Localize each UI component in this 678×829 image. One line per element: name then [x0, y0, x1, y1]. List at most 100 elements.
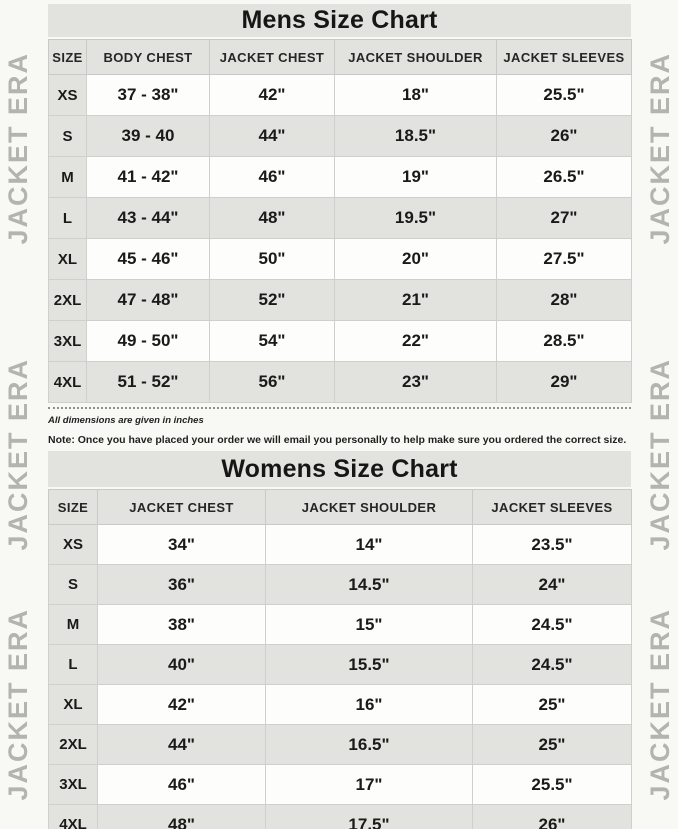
- measurement-cell: 48": [209, 197, 335, 239]
- measurement-cell: 40": [97, 644, 266, 685]
- measurement-cell: 26.5": [496, 156, 632, 198]
- measurement-cell: 43 - 44": [86, 197, 210, 239]
- table-row: 4XL 51 - 52" 56" 23" 29": [48, 361, 632, 403]
- column-header-jacket-shoulder: JACKET SHOULDER: [265, 489, 473, 525]
- measurement-cell: 25": [472, 724, 632, 765]
- table-row: 2XL 47 - 48" 52" 21" 28": [48, 279, 632, 321]
- measurement-cell: 34": [97, 524, 266, 565]
- column-header-jacket-sleeves: JACKET SLEEVES: [472, 489, 632, 525]
- mens-footnote-order: Note: Once you have placed your order we…: [48, 434, 627, 446]
- size-label-cell: XS: [48, 74, 87, 116]
- watermark-jacket-era: JACKET ERA: [645, 52, 675, 245]
- measurement-cell: 24": [472, 564, 632, 605]
- measurement-cell: 51 - 52": [86, 361, 210, 403]
- column-header-jacket-shoulder: JACKET SHOULDER: [334, 39, 497, 75]
- measurement-cell: 15.5": [265, 644, 473, 685]
- measurement-cell: 24.5": [472, 604, 632, 645]
- size-label-cell: L: [48, 644, 98, 685]
- measurement-cell: 25.5": [496, 74, 632, 116]
- watermark-jacket-era: JACKET ERA: [3, 52, 33, 245]
- size-label-cell: 3XL: [48, 764, 98, 805]
- measurement-cell: 19.5": [334, 197, 497, 239]
- mens-size-chart-section: Mens Size Chart SIZE BODY CHEST JACKET C…: [48, 0, 632, 403]
- measurement-cell: 27": [496, 197, 632, 239]
- column-header-jacket-sleeves: JACKET SLEEVES: [496, 39, 632, 75]
- measurement-cell: 28.5": [496, 320, 632, 362]
- table-row: XL 42" 16" 25": [48, 684, 632, 725]
- size-label-cell: XS: [48, 524, 98, 565]
- measurement-cell: 18": [334, 74, 497, 116]
- column-header-size: SIZE: [48, 489, 98, 525]
- measurement-cell: 24.5": [472, 644, 632, 685]
- measurement-cell: 45 - 46": [86, 238, 210, 280]
- size-label-cell: 4XL: [48, 804, 98, 829]
- measurement-cell: 37 - 38": [86, 74, 210, 116]
- measurement-cell: 47 - 48": [86, 279, 210, 321]
- size-label-cell: 2XL: [48, 724, 98, 765]
- measurement-cell: 56": [209, 361, 335, 403]
- measurement-cell: 26": [472, 804, 632, 829]
- measurement-cell: 36": [97, 564, 266, 605]
- measurement-cell: 39 - 40: [86, 115, 210, 157]
- size-label-cell: S: [48, 115, 87, 157]
- measurement-cell: 26": [496, 115, 632, 157]
- measurement-cell: 19": [334, 156, 497, 198]
- watermark-jacket-era: JACKET ERA: [645, 608, 675, 801]
- table-row: M 38" 15" 24.5": [48, 604, 632, 645]
- size-label-cell: 4XL: [48, 361, 87, 403]
- mens-size-table: SIZE BODY CHEST JACKET CHEST JACKET SHOU…: [48, 39, 632, 403]
- womens-size-table: SIZE JACKET CHEST JACKET SHOULDER JACKET…: [48, 489, 632, 829]
- measurement-cell: 14.5": [265, 564, 473, 605]
- watermark-jacket-era: JACKET ERA: [3, 358, 33, 551]
- measurement-cell: 48": [97, 804, 266, 829]
- table-row: L 43 - 44" 48" 19.5" 27": [48, 197, 632, 239]
- dotted-divider: [48, 407, 631, 409]
- table-row: XS 37 - 38" 42" 18" 25.5": [48, 74, 632, 116]
- measurement-cell: 46": [97, 764, 266, 805]
- size-label-cell: M: [48, 604, 98, 645]
- table-row: XL 45 - 46" 50" 20" 27.5": [48, 238, 632, 280]
- measurement-cell: 18.5": [334, 115, 497, 157]
- column-header-jacket-chest: JACKET CHEST: [209, 39, 335, 75]
- table-row: 3XL 46" 17" 25.5": [48, 764, 632, 805]
- measurement-cell: 25.5": [472, 764, 632, 805]
- table-row: S 39 - 40 44" 18.5" 26": [48, 115, 632, 157]
- measurement-cell: 20": [334, 238, 497, 280]
- measurement-cell: 49 - 50": [86, 320, 210, 362]
- table-row: XS 34" 14" 23.5": [48, 524, 632, 565]
- womens-header-row: SIZE JACKET CHEST JACKET SHOULDER JACKET…: [48, 489, 632, 525]
- womens-size-chart-section: Womens Size Chart SIZE JACKET CHEST JACK…: [48, 451, 632, 829]
- measurement-cell: 21": [334, 279, 497, 321]
- measurement-cell: 42": [209, 74, 335, 116]
- table-row: L 40" 15.5" 24.5": [48, 644, 632, 685]
- measurement-cell: 14": [265, 524, 473, 565]
- watermark-jacket-era: JACKET ERA: [3, 608, 33, 801]
- table-row: 2XL 44" 16.5" 25": [48, 724, 632, 765]
- measurement-cell: 50": [209, 238, 335, 280]
- size-label-cell: L: [48, 197, 87, 239]
- table-row: M 41 - 42" 46" 19" 26.5": [48, 156, 632, 198]
- size-label-cell: M: [48, 156, 87, 198]
- size-label-cell: XL: [48, 684, 98, 725]
- measurement-cell: 44": [209, 115, 335, 157]
- table-row: S 36" 14.5" 24": [48, 564, 632, 605]
- table-row: 3XL 49 - 50" 54" 22" 28.5": [48, 320, 632, 362]
- measurement-cell: 17.5": [265, 804, 473, 829]
- measurement-cell: 16.5": [265, 724, 473, 765]
- size-label-cell: 3XL: [48, 320, 87, 362]
- measurement-cell: 41 - 42": [86, 156, 210, 198]
- measurement-cell: 25": [472, 684, 632, 725]
- measurement-cell: 22": [334, 320, 497, 362]
- womens-chart-title: Womens Size Chart: [48, 451, 631, 487]
- measurement-cell: 27.5": [496, 238, 632, 280]
- measurement-cell: 15": [265, 604, 473, 645]
- table-row: 4XL 48" 17.5" 26": [48, 804, 632, 829]
- column-header-jacket-chest: JACKET CHEST: [97, 489, 266, 525]
- measurement-cell: 42": [97, 684, 266, 725]
- size-label-cell: S: [48, 564, 98, 605]
- size-label-cell: XL: [48, 238, 87, 280]
- measurement-cell: 28": [496, 279, 632, 321]
- measurement-cell: 23.5": [472, 524, 632, 565]
- measurement-cell: 16": [265, 684, 473, 725]
